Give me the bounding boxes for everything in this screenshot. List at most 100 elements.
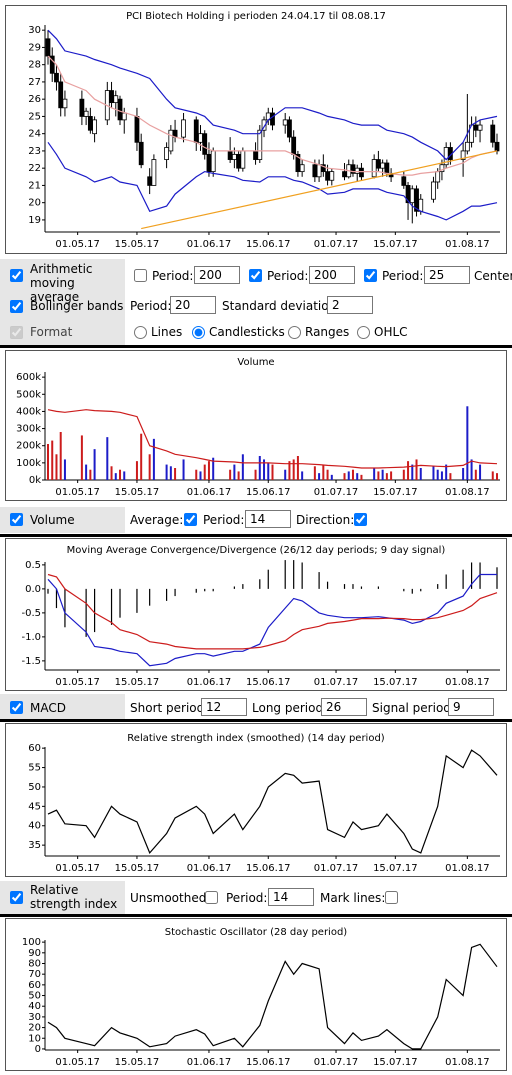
deviation-label: Standard deviation: <box>222 299 341 313</box>
format-radio[interactable] <box>192 326 205 339</box>
x-tick-label: 01.08.17 <box>445 1057 490 1068</box>
direction-label: Direction: <box>296 513 355 527</box>
y-tick-label: 100 <box>22 937 41 948</box>
volume-bar <box>326 469 329 480</box>
candle-body <box>473 124 479 131</box>
y-tick-label: 45 <box>28 801 41 812</box>
volume-bar <box>63 459 66 480</box>
period-input[interactable] <box>424 266 470 284</box>
bollinger-toggle[interactable] <box>10 300 23 313</box>
volume-controls: Volume Average: Period: Direction: <box>0 507 512 533</box>
x-tick-label: 15.06.17 <box>246 677 291 688</box>
volume-bar <box>343 473 346 480</box>
volume-bar <box>140 433 143 480</box>
format-option: Candlesticks <box>209 325 285 339</box>
series-line <box>47 749 498 855</box>
x-tick-label: 15.05.17 <box>115 487 160 498</box>
candle-body <box>147 176 153 186</box>
long-label: Long period: <box>252 701 328 715</box>
marklines-toggle[interactable] <box>385 891 398 904</box>
volume-bar <box>356 473 359 480</box>
rsi-toggle[interactable] <box>10 891 23 904</box>
x-tick-label: 01.07.17 <box>314 863 359 874</box>
rsi-controls: Relative strength index Unsmoothed: Peri… <box>0 881 512 914</box>
ma-period-toggle[interactable] <box>134 269 147 282</box>
ma-period-toggle[interactable] <box>249 269 262 282</box>
candle-body <box>494 141 500 152</box>
volume-bar <box>85 464 88 480</box>
volume-bar <box>106 437 109 480</box>
ma-period-toggle[interactable] <box>364 269 377 282</box>
volume-bar <box>59 432 62 480</box>
series-line <box>47 573 498 650</box>
candle-body <box>371 159 377 178</box>
candle-body <box>342 171 347 178</box>
macd-toggle[interactable] <box>10 701 23 714</box>
y-tick-label: 70 <box>28 969 41 980</box>
panel <box>5 5 507 254</box>
candle-body <box>62 98 68 109</box>
volume-toggle[interactable] <box>10 513 23 526</box>
y-tick-label: 600k <box>16 372 41 383</box>
volume-bar <box>89 469 92 480</box>
y-tick-label: 0k <box>29 475 41 486</box>
candle-body <box>460 150 466 160</box>
volume-bar <box>233 464 236 480</box>
candle-body <box>291 136 297 155</box>
y-tick-label: 0.5 <box>25 560 41 571</box>
ma-toggle[interactable] <box>10 269 23 282</box>
candle-body <box>79 98 85 117</box>
volume-bar <box>51 440 54 480</box>
panel <box>5 918 507 1071</box>
deviation-input[interactable] <box>327 296 373 314</box>
y-tick-label: 29 <box>28 42 41 53</box>
period-input[interactable] <box>309 266 355 284</box>
volume-bar <box>360 474 363 480</box>
direction-toggle[interactable] <box>354 513 367 526</box>
candle-body <box>439 164 445 173</box>
candle-body <box>257 129 263 160</box>
volume-bar <box>474 469 477 480</box>
y-tick-label: 30 <box>28 1012 41 1023</box>
format-radio[interactable] <box>357 326 370 339</box>
volume-bar <box>385 473 388 480</box>
period-input[interactable] <box>268 888 314 906</box>
candle-body <box>134 116 140 143</box>
signal-input[interactable] <box>448 698 494 716</box>
x-tick-label: 15.06.17 <box>246 487 291 498</box>
volume-bar <box>47 444 49 480</box>
candle-body <box>121 112 127 121</box>
period-input[interactable] <box>170 296 216 314</box>
candle-body <box>325 171 330 181</box>
y-tick-label: 26 <box>28 94 41 105</box>
x-tick-label: 01.06.17 <box>187 487 232 498</box>
y-tick-label: -1.5 <box>21 656 41 667</box>
format-radio[interactable] <box>288 326 301 339</box>
volume-bar <box>296 456 299 480</box>
short-input[interactable] <box>201 698 247 716</box>
candle-body <box>168 129 174 152</box>
candle-body <box>477 124 483 131</box>
x-tick-label: 15.05.17 <box>115 239 160 250</box>
x-tick-label: 01.06.17 <box>187 1057 232 1068</box>
candle-body <box>49 55 55 74</box>
x-tick-label: 01.05.17 <box>55 863 100 874</box>
format-radio[interactable] <box>134 326 147 339</box>
y-tick-label: 30 <box>28 25 41 36</box>
volume-bar <box>237 471 240 480</box>
volume-bar <box>419 468 422 480</box>
y-tick-label: 80 <box>28 958 41 969</box>
period-input[interactable] <box>245 510 291 528</box>
volume-bar <box>267 462 270 480</box>
long-input[interactable] <box>321 698 367 716</box>
candle-body <box>227 150 233 160</box>
volume-bar <box>148 454 151 480</box>
volume-bar <box>301 471 304 480</box>
period-input[interactable] <box>194 266 240 284</box>
candle-body <box>435 171 441 183</box>
unsmoothed-toggle[interactable] <box>205 891 218 904</box>
candle-body <box>45 38 51 57</box>
series-line <box>47 573 497 667</box>
average-toggle[interactable] <box>184 513 197 526</box>
